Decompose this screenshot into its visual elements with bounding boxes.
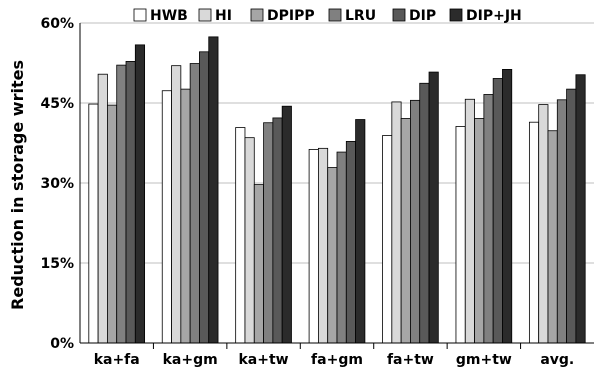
bar-hi-2 <box>171 65 182 344</box>
x-tick-label: avg. <box>540 352 574 368</box>
bar-dpipp-5 <box>400 118 411 344</box>
bar-hi-7 <box>538 104 549 344</box>
bar-dpipp-6 <box>474 118 485 344</box>
bar-lru-3 <box>263 122 274 344</box>
bar-hwb-2 <box>161 90 172 344</box>
legend-label: HWB <box>150 8 188 24</box>
legend-label: DIP <box>409 8 436 24</box>
bar-lru-2 <box>189 63 200 344</box>
legend-swatch <box>328 8 342 22</box>
legend-swatch <box>392 8 406 22</box>
bar-lru-6 <box>483 94 494 344</box>
x-tick-label: fa+tw <box>387 352 434 368</box>
legend-label: DPIPP <box>267 8 315 24</box>
bar-dip-jh-2 <box>208 36 219 344</box>
bar-dpipp-7 <box>547 130 558 344</box>
bar-hwb-5 <box>382 135 393 344</box>
bar-lru-1 <box>116 64 127 344</box>
bar-dpipp-3 <box>253 184 264 344</box>
bar-dip-3 <box>272 117 283 344</box>
x-tick-label: gm+tw <box>456 352 512 368</box>
bar-dip-jh-6 <box>502 69 513 344</box>
bars <box>88 36 586 349</box>
bar-dip-jh-4 <box>355 119 366 344</box>
bar-hi-6 <box>464 98 475 344</box>
bar-dip-jh-1 <box>134 44 146 344</box>
bar-dip-6 <box>492 78 503 344</box>
x-tick-label: ka+fa <box>94 352 140 368</box>
bar-dip-7 <box>566 88 577 344</box>
bar-dpipp-1 <box>107 104 118 344</box>
bar-lru-7 <box>556 99 567 344</box>
y-axis-title: Reduction in storage writes <box>8 60 27 310</box>
bar-hwb-7 <box>528 121 540 344</box>
bar-dpipp-2 <box>180 88 191 344</box>
y-tick-label: 15% <box>40 256 74 272</box>
bar-hwb-3 <box>235 127 246 344</box>
bar-hwb-4 <box>308 148 319 344</box>
y-tick-label: 0% <box>50 336 74 352</box>
legend-label: LRU <box>345 8 376 24</box>
legend-swatch <box>133 8 147 22</box>
legend-label: DIP+JH <box>466 8 522 24</box>
x-tick-label: ka+gm <box>163 352 218 368</box>
axes <box>79 23 594 344</box>
bar-dip-jh-7 <box>575 74 586 344</box>
legend: HWB HI DPIPP LRU DIP DIP+JH <box>133 8 522 24</box>
legend-swatch <box>198 8 212 22</box>
bar-dpipp-4 <box>327 167 338 344</box>
bar-hi-1 <box>97 73 108 344</box>
y-tick-label: 45% <box>40 96 74 112</box>
x-tick-label: ka+tw <box>239 352 289 368</box>
legend-swatch <box>250 8 264 22</box>
bar-dip-5 <box>419 82 430 344</box>
bar-dip-jh-5 <box>428 71 439 344</box>
bar-dip-4 <box>345 140 356 344</box>
bar-dip-2 <box>199 51 210 344</box>
bar-lru-5 <box>410 99 421 344</box>
bar-hwb-1 <box>88 103 99 344</box>
x-tick-labels: ka+fa ka+gm ka+tw fa+gm fa+tw gm+tw avg. <box>94 352 575 368</box>
y-tick-label: 30% <box>40 176 74 192</box>
bar-dip-1 <box>125 61 136 344</box>
bar-hi-3 <box>244 137 255 344</box>
bar-lru-4 <box>336 151 347 344</box>
bar-hi-4 <box>317 147 329 344</box>
legend-label: HI <box>215 8 232 24</box>
legend-swatch <box>449 8 463 22</box>
bar-dip-jh-3 <box>281 105 292 344</box>
y-tick-label: 60% <box>40 16 74 32</box>
bar-hwb-6 <box>455 126 466 344</box>
x-tick-label: fa+gm <box>311 352 363 368</box>
y-tick-labels: 0% 15% 30% 45% 60% <box>40 16 74 352</box>
bar-hi-5 <box>391 101 402 344</box>
